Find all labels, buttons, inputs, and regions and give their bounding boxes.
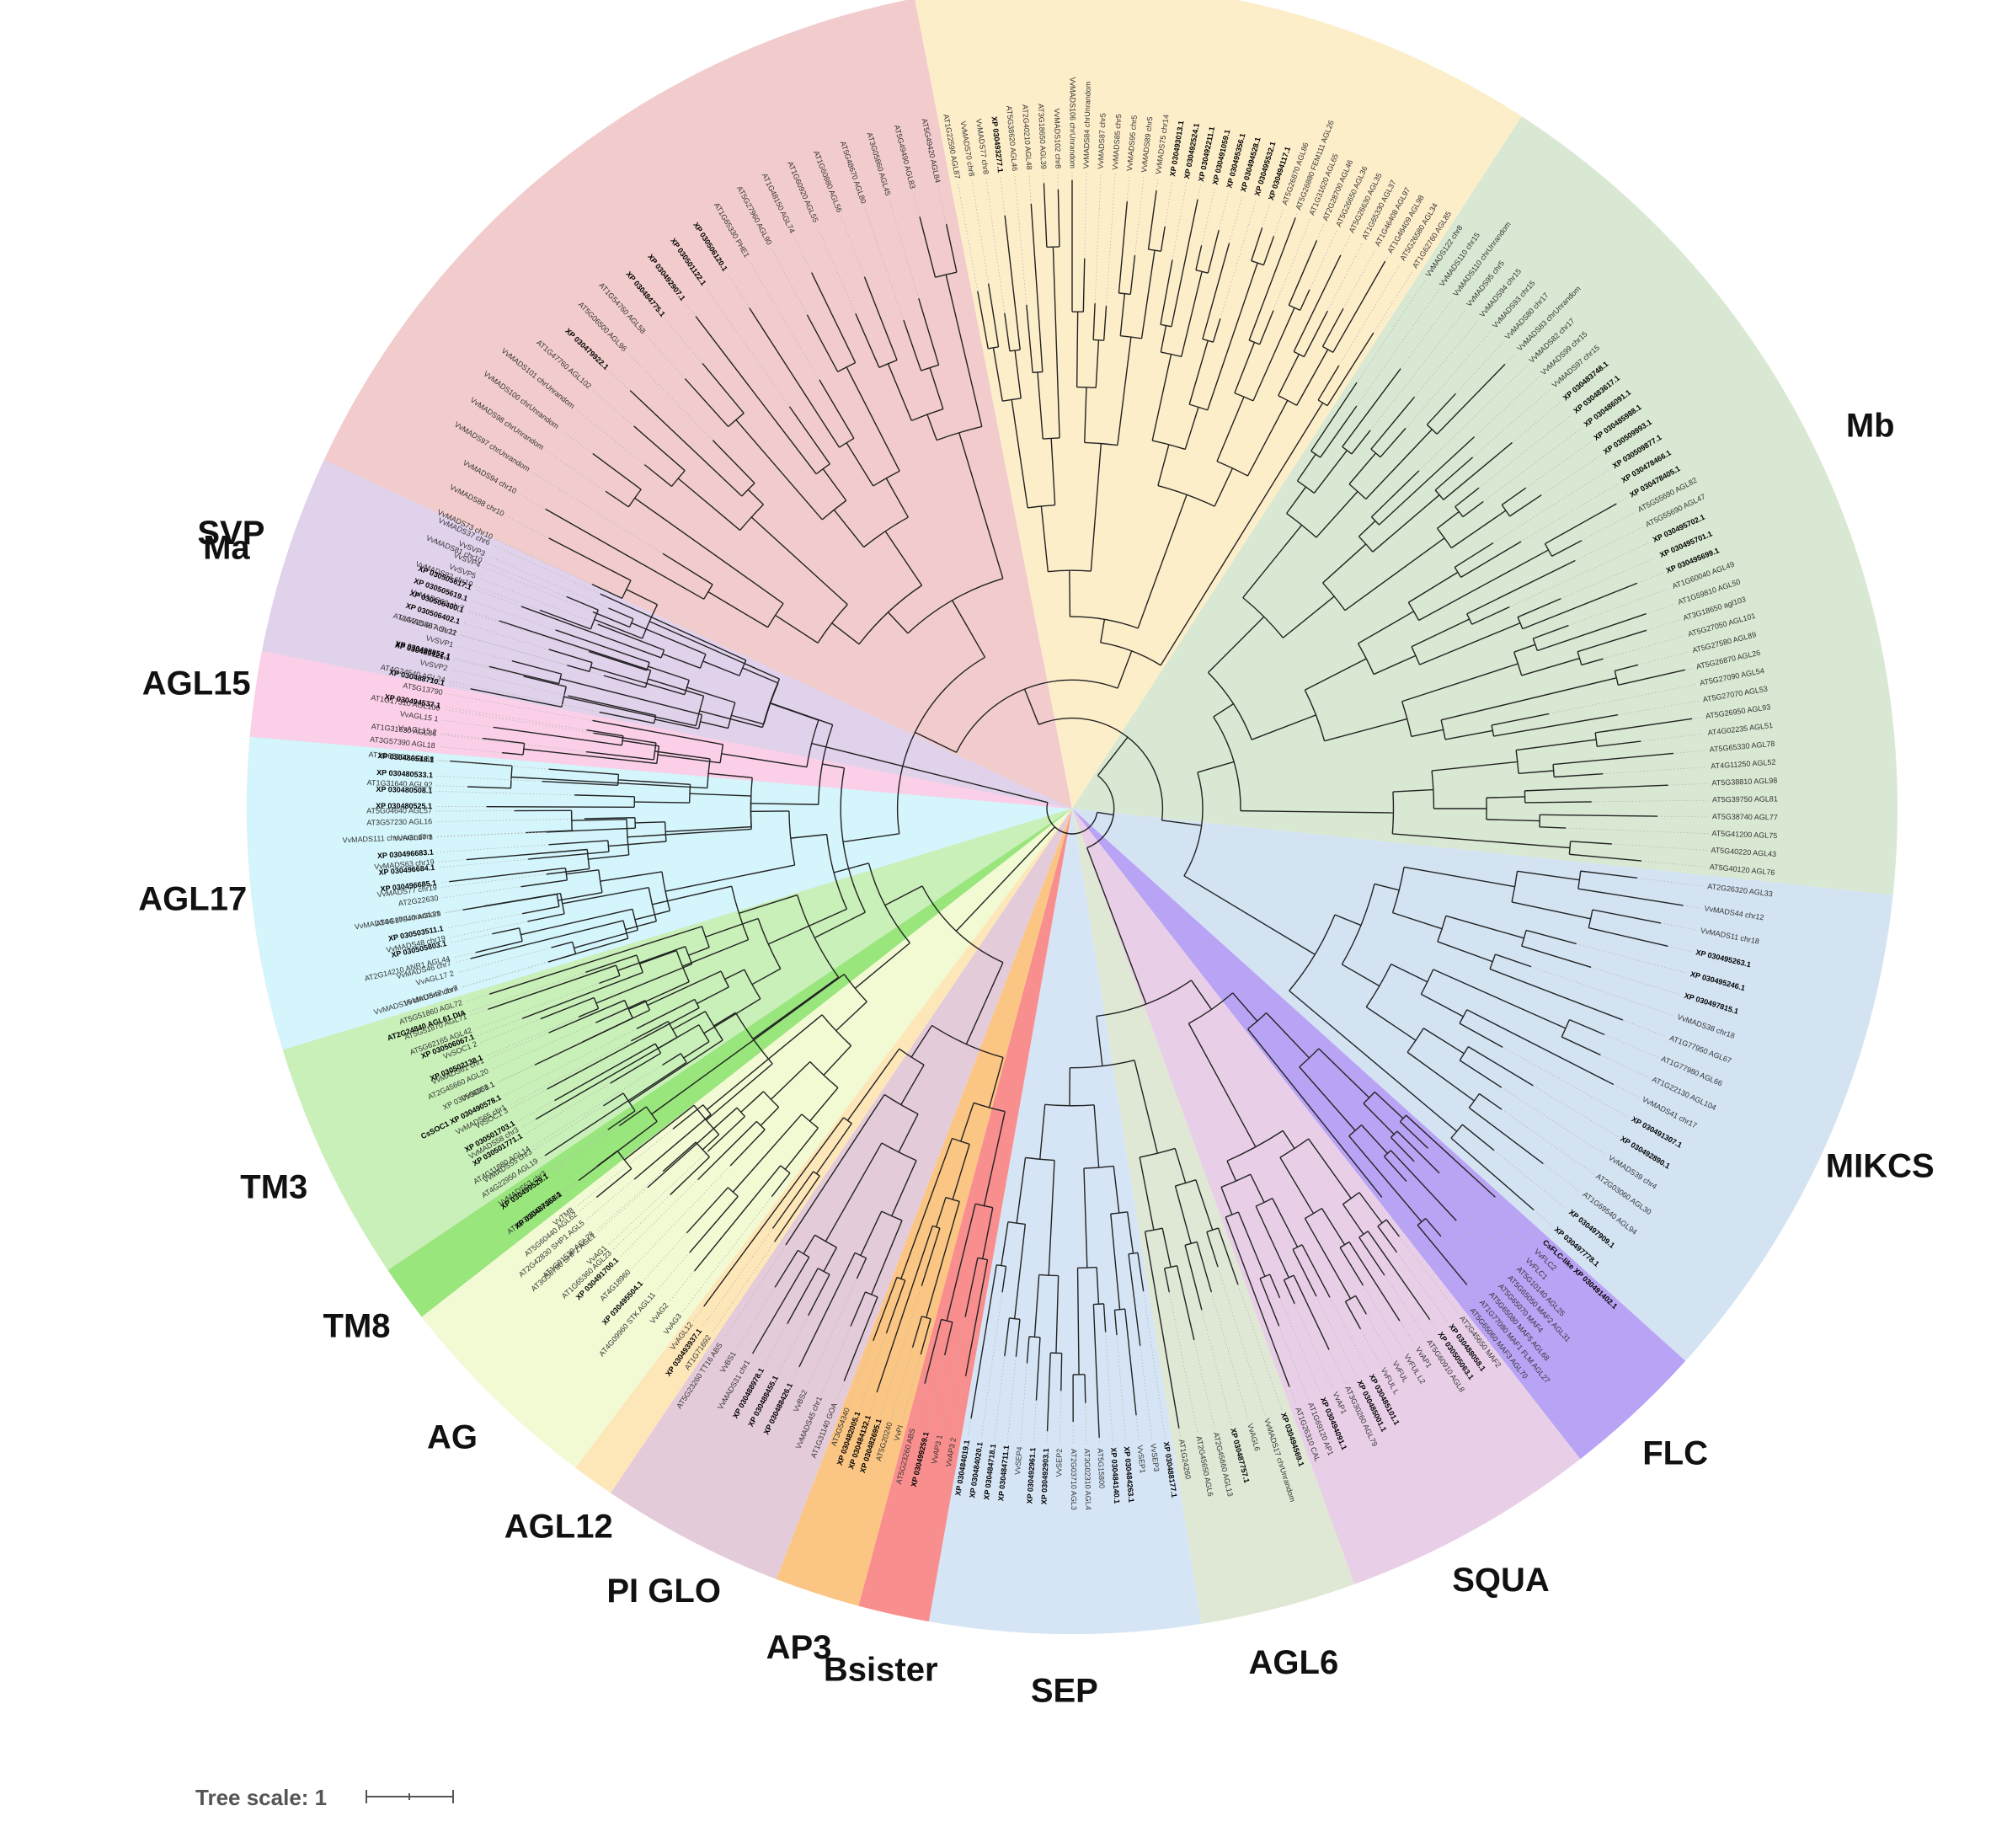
clade-label-tm3: TM3 bbox=[240, 1169, 307, 1206]
branch bbox=[634, 802, 689, 803]
clade-label-mb: Mb bbox=[1846, 408, 1895, 445]
clade-label-svp: SVP bbox=[197, 515, 264, 552]
leaf-label: AT3G02310 AGL4 bbox=[1083, 1449, 1093, 1510]
tree-scale-label: Tree scale: 1 bbox=[195, 1785, 327, 1810]
clade-label-ap3: AP3 bbox=[766, 1629, 832, 1666]
clade-label-bsister: Bsister bbox=[824, 1652, 938, 1689]
leaf-label: XP 030480508.1 bbox=[376, 785, 432, 795]
clade-label-sep: SEP bbox=[1031, 1673, 1098, 1710]
leaf-label: VvAGL17 1 bbox=[394, 832, 433, 842]
leaf-label: AT5G38740 AGL77 bbox=[1712, 812, 1778, 821]
leaf-label: XP 030480525.1 bbox=[376, 802, 432, 810]
leaf-label: AT3G57230 AGL16 bbox=[366, 817, 432, 827]
branch bbox=[1061, 1354, 1062, 1391]
tree-scale: Tree scale: 1 bbox=[195, 1785, 453, 1810]
clade-label-flc: FLC bbox=[1642, 1434, 1708, 1471]
leaf-label: AT5G15800 bbox=[1096, 1448, 1106, 1488]
leaf-label: VvMADS106 chrUnrandom bbox=[1069, 77, 1077, 168]
branch bbox=[1085, 1375, 1086, 1403]
clade-label-squa: SQUA bbox=[1452, 1562, 1550, 1599]
clade-label-mikcs: MIKCS bbox=[1826, 1148, 1935, 1185]
clade-label-agl17: AGL17 bbox=[138, 880, 247, 917]
clade-label-tm8: TM8 bbox=[323, 1308, 391, 1345]
clade-label-ag: AG bbox=[427, 1418, 478, 1455]
clade-label-agl12: AGL12 bbox=[504, 1508, 613, 1545]
leaf-label: VvSEP2 bbox=[1054, 1449, 1064, 1477]
branch bbox=[487, 807, 635, 808]
clade-label-pi-glo: PI GLO bbox=[606, 1573, 721, 1610]
clade-label-agl6: AGL6 bbox=[1249, 1644, 1339, 1681]
leaf-label: AT5G39750 AGL81 bbox=[1712, 794, 1778, 804]
leaf-label: VvMADS102 chr8 bbox=[1053, 109, 1063, 169]
leaf-label: AT2G03710 AGL3 bbox=[1070, 1449, 1078, 1510]
clade-label-agl15: AGL15 bbox=[142, 665, 251, 702]
